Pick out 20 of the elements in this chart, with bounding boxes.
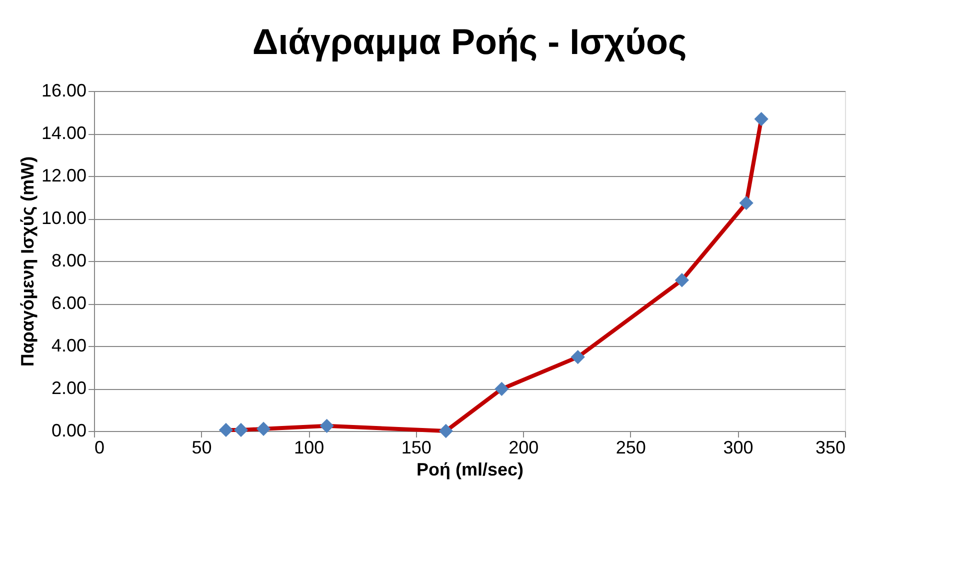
y-axis-title: Παραγόμενη Ισχύς (mW) [17, 156, 38, 367]
x-tick-label: 300 [723, 438, 754, 458]
y-tick-label: 16.00 [41, 80, 86, 100]
y-tick-label: 2.00 [51, 378, 86, 398]
y-tick-label: 4.00 [51, 336, 86, 356]
y-tick-label: 10.00 [41, 208, 86, 228]
y-tick-label: 12.00 [41, 166, 86, 186]
y-tick-label: 0.00 [51, 420, 86, 440]
y-tick-label: 6.00 [51, 293, 86, 313]
x-tick-label: 50 [192, 438, 212, 458]
chart-title: Διάγραμμα Ροής - Ισχύος [252, 21, 687, 62]
x-tick-label: 100 [294, 438, 324, 458]
x-tick-label: 0 [94, 438, 105, 458]
y-tick-label: 14.00 [41, 123, 86, 143]
y-tick-label: 8.00 [51, 250, 86, 270]
x-tick-label: 250 [616, 438, 646, 458]
x-axis-title: Ροή (ml/sec) [416, 460, 524, 480]
x-tick-label: 350 [815, 438, 846, 458]
x-tick-label: 150 [401, 438, 432, 458]
x-tick-label: 200 [508, 438, 539, 458]
